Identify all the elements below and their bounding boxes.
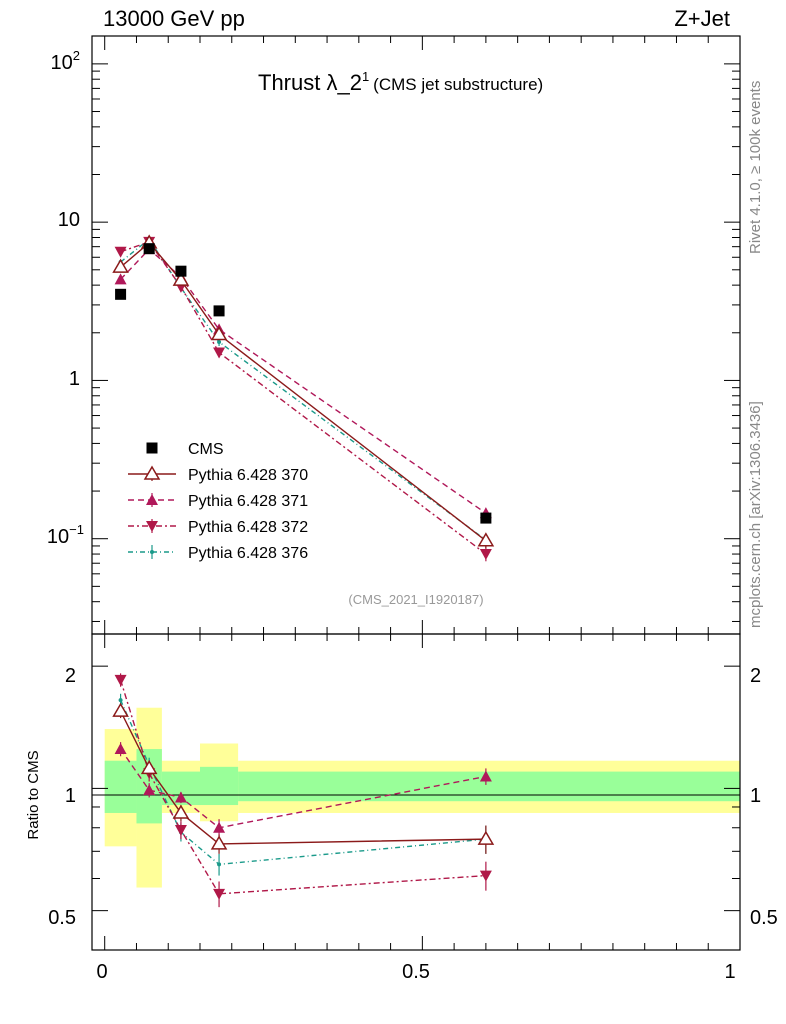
legend-label-p371: Pythia 6.428 371 (188, 493, 308, 510)
ratio-line-p372 (119, 679, 486, 895)
main-series-layer (112, 234, 495, 562)
main-point-p372 (114, 246, 127, 258)
legend: CMS Pythia 6.428 370 Pythia 6.428 371 Pythi… (128, 441, 308, 562)
chart-title: Thrust λ_21 (CMS jet substructure) (258, 69, 543, 95)
ratio-point-p370 (112, 702, 129, 717)
main-point-cms (213, 305, 225, 317)
main-point-p370 (210, 326, 228, 341)
ratio-point-p372 (479, 870, 492, 882)
ratio-band-inner (200, 766, 239, 806)
legend-marker-p370 (143, 465, 161, 480)
ratio-point-p372 (114, 674, 127, 686)
ytick-label-1: 1 (69, 368, 80, 390)
xtick-label-1: 1 (724, 961, 735, 983)
ratio-ytick-label-2-right: 2 (750, 665, 761, 687)
energy-label: 13000 GeV pp (103, 6, 245, 31)
main-point-cms (115, 288, 127, 300)
main-point-cms (480, 512, 492, 524)
main-point-cms (143, 243, 155, 255)
ratio-point-p370 (140, 759, 158, 775)
legend-marker-p376 (150, 550, 154, 554)
ratio-frame (91, 633, 741, 951)
xtick-label-0: 0 (96, 961, 107, 983)
main-panel: 102 10 1 10−1 Thrust λ_21 (CMS jet substr… (47, 35, 741, 635)
ytick-label-10: 10 (58, 209, 80, 231)
ratio-point-p372 (174, 824, 187, 836)
ratio-panel: Ratio to CMS 2 1 0.5 2 1 0.5 0 0.5 1 (25, 633, 778, 983)
ratio-ytick-label-0.5-left: 0.5 (48, 907, 76, 929)
ratio-ylabel: Ratio to CMS (25, 750, 42, 839)
main-point-p370 (477, 532, 495, 547)
ratio-ticks-layer (92, 634, 741, 951)
ratio-point-p370 (477, 830, 495, 845)
ratio-point-p370 (210, 835, 228, 850)
ratio-band-inner (238, 771, 740, 802)
rivet-version-label: Rivet 4.1.0, ≥ 100k events (747, 81, 764, 254)
legend-label-p372: Pythia 6.428 372 (188, 519, 308, 536)
ratio-ytick-label-0.5-right: 0.5 (750, 907, 778, 929)
legend-label-cms: CMS (188, 441, 224, 458)
ratio-band-inner (104, 760, 137, 813)
main-point-p370 (172, 271, 190, 286)
ratio-point-p371 (479, 770, 492, 782)
ratio-ytick-label-1-right: 1 (750, 785, 761, 807)
process-label: Z+Jet (674, 6, 730, 31)
legend-label-p370: Pythia 6.428 370 (188, 467, 308, 484)
ratio-point-p371 (143, 784, 156, 796)
main-point-p376 (217, 339, 222, 344)
ratio-point-p371 (174, 791, 187, 803)
main-point-cms (175, 265, 187, 277)
ratio-point-p372 (213, 888, 226, 900)
main-point-p370 (112, 258, 129, 273)
ratio-point-p371 (213, 821, 226, 833)
main-point-p371 (114, 273, 127, 285)
ytick-label-0.1: 10−1 (47, 522, 84, 548)
legend-marker-p372 (146, 521, 158, 532)
mcplots-reference-label: mcplots.cern.ch [arXiv:1306.3436] (747, 401, 764, 628)
ratio-point-p370 (172, 804, 190, 819)
analysis-tag: (CMS_2021_I1920187) (348, 592, 483, 607)
main-ticks-layer (92, 36, 741, 634)
xtick-label-0.5: 0.5 (402, 961, 430, 983)
ratio-series-layer (112, 673, 495, 908)
ratio-ytick-label-1-left: 1 (65, 785, 76, 807)
legend-marker-p371 (146, 494, 158, 505)
ratio-point-p376 (217, 862, 222, 867)
legend-marker-cms (146, 442, 158, 454)
legend-label-p376: Pythia 6.428 376 (188, 545, 308, 562)
ratio-ytick-label-2-left: 2 (65, 665, 76, 687)
ytick-label-100: 102 (51, 48, 80, 74)
ratio-point-p376 (118, 698, 123, 703)
ratio-point-p371 (114, 743, 127, 755)
main-point-p372 (479, 549, 492, 561)
main-line-p376 (120, 238, 487, 541)
main-point-p372 (213, 347, 226, 359)
